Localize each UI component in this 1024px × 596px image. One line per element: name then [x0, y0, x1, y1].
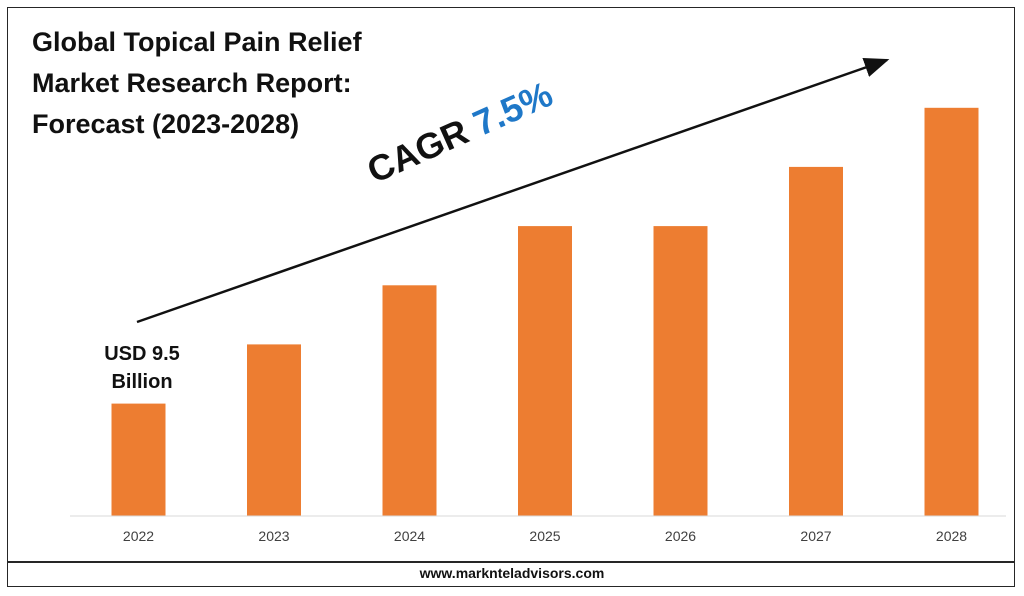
bar-2023 [247, 344, 301, 516]
bar-2022 [111, 403, 166, 516]
bar-2027 [789, 166, 843, 516]
bar-2024 [382, 285, 437, 516]
bar-2026 [653, 226, 708, 516]
footer-divider [8, 561, 1014, 563]
x-tick-2024: 2024 [393, 528, 426, 544]
growth-arrow [136, 57, 890, 324]
x-tick-2025: 2025 [529, 528, 561, 544]
bar-2028 [924, 107, 979, 517]
x-tick-2023: 2023 [258, 528, 290, 544]
chart-title: Global Topical Pain Relief Market Resear… [32, 27, 362, 139]
x-tick-2026: 2026 [664, 528, 697, 544]
x-tick-2028: 2028 [935, 528, 968, 544]
x-tick-2022: 2022 [122, 528, 155, 544]
bar-2025 [518, 226, 572, 516]
footer-website: www.marknteladvisors.com [419, 565, 605, 581]
first-bar-value-label: USD 9.5 Billion [104, 343, 180, 393]
x-tick-2027: 2027 [800, 528, 832, 544]
chart-frame [7, 7, 1015, 587]
